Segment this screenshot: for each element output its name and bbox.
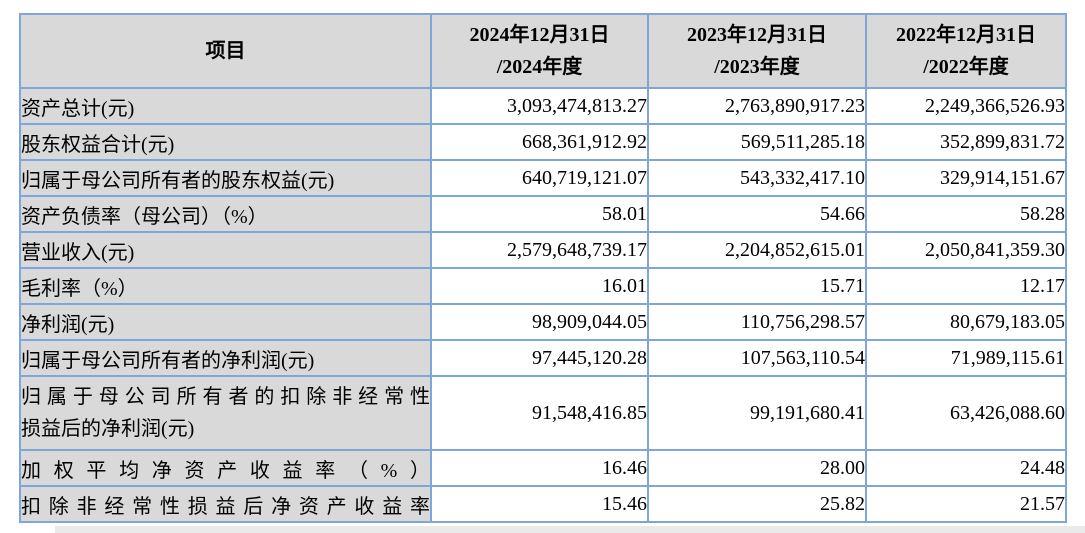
value-cell: 110,756,298.57: [647, 303, 867, 341]
value-cell: 15.46: [430, 485, 649, 523]
column-header-2024: 2024年12月31日 /2024年度: [430, 13, 649, 89]
table-row-deducted-net-profit: 归属于母公司所有者的扣除非经常性 损益后的净利润(元) 91,548,416.8…: [19, 375, 1067, 451]
value-cell: 21.57: [865, 485, 1067, 523]
value-cell: 71,989,115.61: [865, 339, 1067, 377]
value-cell: 569,511,285.18: [647, 123, 867, 161]
row-label: 归属于母公司所有者的扣除非经常性 损益后的净利润(元): [19, 375, 432, 451]
row-label: 加权平均净资产收益率（%）: [19, 449, 432, 487]
row-label: 归属于母公司所有者的股东权益(元): [19, 159, 432, 197]
value-cell: 668,361,912.92: [430, 123, 649, 161]
value-cell: 2,050,841,359.30: [865, 231, 1067, 269]
table-row-deducted-roe: 扣除非经常性损益后净资产收益率 15.46 25.82 21.57: [19, 485, 1067, 523]
header-2022-line2: /2022年度: [923, 56, 1009, 78]
row-label: 资产总计(元): [19, 87, 432, 125]
value-cell: 99,191,680.41: [647, 375, 867, 451]
value-cell: 91,548,416.85: [430, 375, 649, 451]
value-cell: 2,579,648,739.17: [430, 231, 649, 269]
value-cell: 54.66: [647, 195, 867, 233]
header-2023-line2: /2023年度: [714, 56, 800, 78]
row-label-line1: 归属于母公司所有者的扣除非经常性: [21, 386, 430, 408]
row-label: 资产负债率（母公司）（%）: [19, 195, 432, 233]
row-label: 归属于母公司所有者的净利润(元): [19, 339, 432, 377]
table-row-debt-ratio: 资产负债率（母公司）（%） 58.01 54.66 58.28: [19, 195, 1067, 233]
header-2024-line1: 2024年12月31日: [469, 24, 610, 46]
row-label: 扣除非经常性损益后净资产收益率: [19, 485, 432, 523]
value-cell: 3,093,474,813.27: [430, 87, 649, 125]
table-row-revenue: 营业收入(元) 2,579,648,739.17 2,204,852,615.0…: [19, 231, 1067, 269]
next-row-partial-strip: [55, 526, 1085, 533]
column-header-item: 项目: [19, 13, 432, 89]
value-cell: 2,249,366,526.93: [865, 87, 1067, 125]
header-2024-line2: /2024年度: [496, 56, 583, 78]
value-cell: 2,204,852,615.01: [647, 231, 867, 269]
value-cell: 98,909,044.05: [430, 303, 649, 341]
value-cell: 25.82: [647, 485, 867, 523]
table-row-total-assets: 资产总计(元) 3,093,474,813.27 2,763,890,917.2…: [19, 87, 1067, 125]
value-cell: 107,563,110.54: [647, 339, 867, 377]
value-cell: 640,719,121.07: [430, 159, 649, 197]
value-cell: 12.17: [865, 267, 1067, 305]
column-header-2023: 2023年12月31日 /2023年度: [647, 13, 867, 89]
value-cell: 15.71: [647, 267, 867, 305]
column-header-2022: 2022年12月31日 /2022年度: [865, 13, 1067, 89]
table-row-parent-net-profit: 归属于母公司所有者的净利润(元) 97,445,120.28 107,563,1…: [19, 339, 1067, 377]
value-cell: 97,445,120.28: [430, 339, 649, 377]
table-row-gross-margin: 毛利率（%） 16.01 15.71 12.17: [19, 267, 1067, 305]
header-row: 项目 2024年12月31日 /2024年度 2023年12月31日 /2023…: [19, 13, 1067, 89]
value-cell: 63,426,088.60: [865, 375, 1067, 451]
value-cell: 329,914,151.67: [865, 159, 1067, 197]
value-cell: 16.46: [430, 449, 649, 487]
value-cell: 80,679,183.05: [865, 303, 1067, 341]
value-cell: 543,332,417.10: [647, 159, 867, 197]
value-cell: 58.01: [430, 195, 649, 233]
financial-summary-table: 项目 2024年12月31日 /2024年度 2023年12月31日 /2023…: [19, 13, 1067, 523]
value-cell: 28.00: [647, 449, 867, 487]
table-row-net-profit: 净利润(元) 98,909,044.05 110,756,298.57 80,6…: [19, 303, 1067, 341]
row-label: 毛利率（%）: [19, 267, 432, 305]
row-label: 营业收入(元): [19, 231, 432, 269]
row-label: 股东权益合计(元): [19, 123, 432, 161]
header-2022-line1: 2022年12月31日: [896, 24, 1036, 46]
value-cell: 352,899,831.72: [865, 123, 1067, 161]
value-cell: 24.48: [865, 449, 1067, 487]
value-cell: 58.28: [865, 195, 1067, 233]
header-2023-line1: 2023年12月31日: [687, 24, 827, 46]
value-cell: 2,763,890,917.23: [647, 87, 867, 125]
value-cell: 16.01: [430, 267, 649, 305]
table-row-parent-equity: 归属于母公司所有者的股东权益(元) 640,719,121.07 543,332…: [19, 159, 1067, 197]
row-label-line2: 损益后的净利润(元): [21, 418, 195, 440]
row-label: 净利润(元): [19, 303, 432, 341]
table-row-weighted-roe: 加权平均净资产收益率（%） 16.46 28.00 24.48: [19, 449, 1067, 487]
table-row-total-equity: 股东权益合计(元) 668,361,912.92 569,511,285.18 …: [19, 123, 1067, 161]
